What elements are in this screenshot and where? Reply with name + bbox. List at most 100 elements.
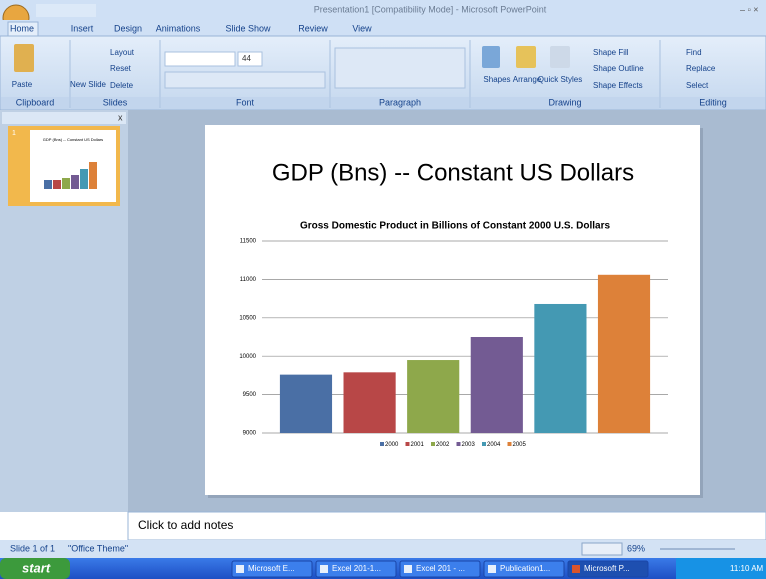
y-tick-label: 10000 [239, 354, 256, 360]
group-label: Clipboard [16, 97, 55, 107]
window-title: Presentation1 [Compatibility Mode] - Mic… [314, 4, 547, 14]
ribbon-button[interactable]: Delete [110, 81, 134, 90]
group-label: Editing [699, 97, 727, 107]
task-button[interactable] [567, 560, 649, 578]
legend-swatch [431, 442, 435, 446]
group-label-bar [1, 97, 69, 109]
slide-title[interactable]: GDP (Bns) -- Constant US Dollars [272, 159, 634, 186]
legend-swatch [405, 442, 410, 446]
group-label-bar [71, 97, 159, 109]
y-tick-label: 9000 [243, 431, 257, 437]
legend-swatch [456, 442, 461, 446]
button-icon [482, 46, 500, 68]
status-theme: "Office Theme" [68, 543, 128, 553]
bar [534, 303, 587, 433]
task-label: Publication1... [500, 564, 550, 573]
task-button[interactable] [231, 560, 313, 578]
ribbon-button[interactable]: Reset [110, 64, 132, 73]
ribbon-button[interactable]: Layout [110, 48, 135, 57]
button-icon [14, 44, 34, 72]
ribbon-button[interactable]: Arrange [513, 75, 542, 84]
pane-close[interactable]: x [118, 112, 123, 122]
group-label: Font [236, 97, 255, 107]
status-slide: Slide 1 of 1 [10, 543, 55, 553]
group-label-bar [471, 97, 659, 109]
legend-label: 2002 [436, 442, 450, 448]
task-label: Microsoft E... [248, 564, 295, 573]
task-icon [236, 565, 244, 573]
ribbon-tab[interactable]: Animations [156, 23, 201, 33]
legend-label: 2001 [411, 442, 425, 448]
task-label: Excel 201 - ... [416, 564, 465, 573]
font-tools[interactable] [164, 71, 326, 89]
tab-row [0, 20, 766, 36]
ribbon-button[interactable]: Select [686, 81, 709, 90]
task-icon [404, 565, 412, 573]
ribbon-tab[interactable]: View [352, 23, 372, 33]
y-tick-label: 10500 [239, 315, 256, 321]
ribbon-button[interactable]: Quick Styles [538, 75, 582, 84]
notes-placeholder: Click to add notes [138, 518, 233, 532]
status-bar [0, 540, 766, 558]
task-label: Microsoft P... [584, 564, 630, 573]
legend-label: 2000 [385, 442, 399, 448]
bar [597, 274, 651, 433]
chart-title: Gross Domestic Product in Billions of Co… [300, 221, 611, 232]
group-label: Slides [103, 97, 128, 107]
legend-swatch [380, 442, 384, 446]
paragraph-tools[interactable] [334, 47, 466, 89]
ribbon-button[interactable]: Paste [12, 80, 33, 89]
legend-label: 2003 [462, 442, 476, 448]
view-buttons[interactable] [581, 542, 623, 556]
task-icon [488, 565, 496, 573]
ribbon-button[interactable]: Shape Effects [593, 81, 643, 90]
group-label-bar [331, 97, 469, 109]
ribbon-button[interactable]: Replace [686, 64, 716, 73]
ribbon-button[interactable]: Shape Fill [593, 48, 629, 57]
active-tab [7, 21, 39, 37]
tray [676, 558, 766, 579]
title-bar [0, 0, 766, 20]
task-label: Excel 201-1... [332, 564, 381, 573]
y-tick-label: 11500 [240, 239, 257, 245]
bar [407, 360, 460, 433]
task-button[interactable] [315, 560, 397, 578]
pane-tab-strip [2, 112, 126, 124]
task-button[interactable] [483, 560, 565, 578]
y-tick-label: 11000 [240, 277, 257, 283]
font-size-box[interactable] [237, 51, 263, 67]
ribbon-tab[interactable]: Review [298, 23, 328, 33]
ribbon-tab[interactable]: Design [114, 23, 142, 33]
button-icon [516, 46, 536, 68]
ribbon-tab[interactable]: Insert [71, 23, 94, 33]
group-label: Paragraph [379, 97, 421, 107]
ribbon-button[interactable]: Shape Outline [593, 64, 644, 73]
y-tick-label: 9500 [243, 392, 257, 398]
font-name-box[interactable] [164, 51, 236, 67]
ribbon-tab[interactable]: Home [10, 23, 34, 33]
slide-thumbnail[interactable] [30, 130, 116, 202]
bar [279, 374, 333, 433]
ribbon-button[interactable]: Find [686, 48, 702, 57]
task-icon [320, 565, 328, 573]
thumbnail-title: GDP (Bns) -- Constant US Dollars [43, 137, 103, 142]
ribbon-button[interactable]: Shapes [483, 75, 510, 84]
button-icon [550, 46, 570, 68]
legend-swatch [482, 442, 486, 446]
group-label-bar [661, 97, 765, 109]
font-size: 44 [242, 54, 251, 63]
bar [470, 337, 523, 433]
start-button[interactable] [0, 558, 70, 579]
ribbon-button[interactable]: New Slide [70, 80, 107, 89]
notes-pane[interactable] [127, 511, 766, 541]
task-button[interactable] [399, 560, 481, 578]
zoom-level[interactable]: 69% [627, 543, 645, 553]
bar [343, 372, 396, 433]
ribbon-tab[interactable]: Slide Show [225, 23, 271, 33]
quick-access-toolbar[interactable] [36, 4, 96, 17]
clock: 11:10 AM [730, 564, 764, 573]
window-controls[interactable]: – ▫ × [740, 4, 758, 14]
group-label: Drawing [548, 97, 581, 107]
legend-swatch [507, 442, 512, 446]
